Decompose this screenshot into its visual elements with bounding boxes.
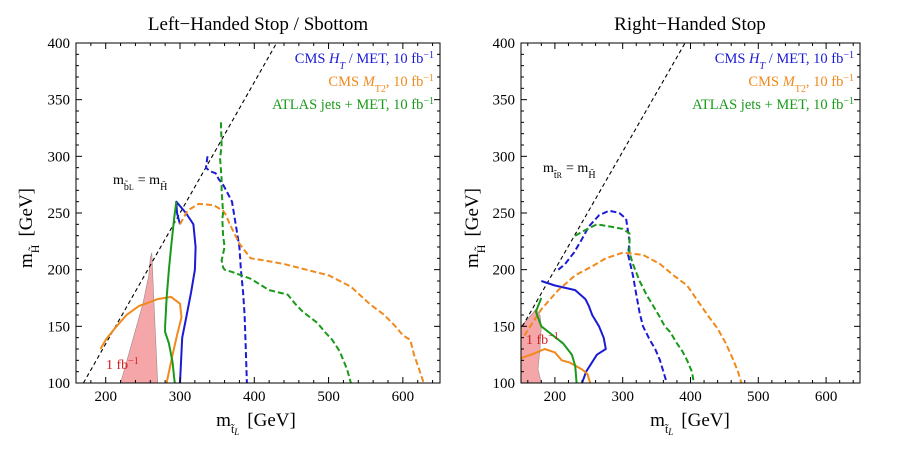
x-tick-label: 400: [679, 389, 702, 405]
left-axis-ticks: 200 300 400 500 600 100 150 200 250 300 350 400: [48, 36, 440, 405]
left-legend: CMS HT / MET, 10 fb−1 CMS MT2, 10 fb−1 A…: [272, 50, 434, 114]
series-line-5: [534, 297, 578, 383]
left-chart-title: Left−Handed Stop / Sbottom: [148, 14, 368, 35]
right-plot-frame: [520, 42, 861, 384]
y-tick-label: 300: [48, 149, 71, 165]
y-tick-label: 100: [48, 376, 71, 392]
right-panel: Right−Handed Stop 200 300 400 500 6001001502…: [462, 14, 861, 437]
y-tick-label: 350: [48, 93, 71, 109]
x-tick-label: 500: [747, 389, 770, 405]
right-legend-cms-mt2: CMS MT2, 10 fb−1: [748, 73, 854, 95]
series-line-2: [205, 156, 248, 383]
y-tick-label: 200: [48, 263, 71, 279]
y-tick-label: 200: [493, 263, 516, 279]
left-y-axis-label: mH̃[GeV]: [16, 188, 42, 268]
right-axis-ticks: 200 300 400 500 600 100 150 200 250 300 350 400: [493, 36, 860, 405]
y-tick-label: 400: [48, 36, 71, 52]
right-plot-area: [521, 43, 743, 383]
series-line-1: [175, 200, 197, 383]
x-tick-label: 300: [169, 389, 192, 405]
x-tick-label: 600: [392, 389, 415, 405]
series-line-4: [523, 251, 743, 383]
y-tick-label: 250: [493, 206, 516, 222]
left-x-axis-label: mt̃L[GeV]: [216, 410, 296, 437]
y-tick-label: 350: [493, 93, 516, 109]
shaded-exclusion-region: [83, 252, 159, 383]
y-tick-label: 300: [493, 149, 516, 165]
y-tick-label: 150: [493, 319, 516, 335]
x-tick-label: 200: [544, 389, 567, 405]
x-tick-label: 200: [94, 389, 117, 405]
shaded-exclusion-region: [521, 308, 542, 383]
left-diagonal-label: mb̃L = mH̃: [113, 173, 167, 193]
x-tick-label: 600: [815, 389, 838, 405]
series-line-6: [219, 122, 352, 383]
left-legend-atlas: ATLAS jets + MET, 10 fb−1: [272, 96, 434, 114]
right-legend: CMS HT / MET, 10 fb−1 CMS MT2, 10 fb−1 A…: [692, 50, 854, 114]
left-legend-cms-ht: CMS HT / MET, 10 fb−1: [295, 50, 434, 72]
right-x-axis-label: mt̃L[GeV]: [650, 410, 730, 437]
right-chart-title: Right−Handed Stop: [614, 14, 766, 35]
right-legend-cms-ht: CMS HT / MET, 10 fb−1: [715, 50, 854, 72]
left-shade-label: 1 fb−1: [106, 356, 139, 374]
right-legend-atlas: ATLAS jets + MET, 10 fb−1: [692, 96, 854, 114]
x-tick-label: 300: [611, 389, 634, 405]
y-tick-label: 100: [493, 376, 516, 392]
y-tick-label: 400: [493, 36, 516, 52]
x-tick-label: 400: [243, 389, 266, 405]
series-line-2: [557, 209, 668, 383]
series-line-5: [164, 201, 178, 383]
left-legend-cms-mt2: CMS MT2, 10 fb−1: [328, 73, 434, 95]
right-diagonal-label: mt̃R = mH̃: [543, 161, 596, 181]
left-panel: Left−Handed Stop / Sbottom 200 300 400 500 6…: [16, 14, 441, 437]
y-tick-label: 150: [48, 319, 71, 335]
right-y-axis-label: mH̃[GeV]: [462, 188, 488, 268]
series-line-6: [574, 223, 695, 383]
series-line-4: [179, 202, 425, 383]
left-plot-area: [82, 43, 425, 383]
series-line-3: [99, 295, 183, 383]
diagonal-kinematic-line: [521, 43, 686, 327]
x-tick-label: 500: [317, 389, 340, 405]
y-tick-label: 250: [48, 206, 71, 222]
series-line-3: [521, 348, 592, 383]
right-shade-label: 1 fb−1: [526, 331, 559, 349]
